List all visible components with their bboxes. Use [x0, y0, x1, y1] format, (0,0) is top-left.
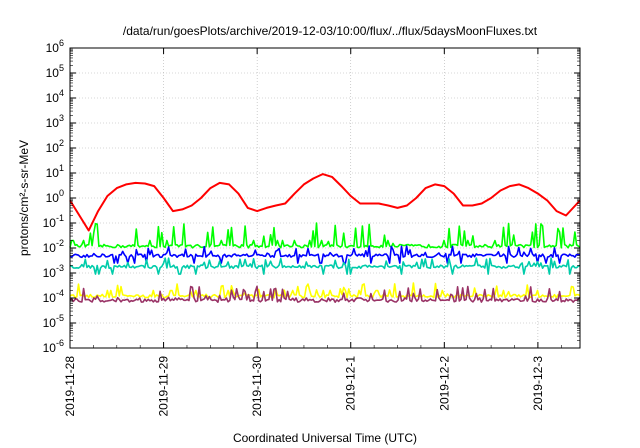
y-tick-label: 102 [46, 138, 64, 155]
series-line-3 [69, 257, 581, 275]
x-tick-label: 2019-11-29 [157, 356, 171, 417]
series-line-4 [69, 282, 581, 299]
series-line-5 [69, 285, 581, 303]
y-tick-label: 10-3 [43, 263, 64, 280]
x-tick-label: 2019-12-2 [437, 356, 451, 411]
y-tick-label: 10-6 [43, 338, 64, 355]
chart-title: /data/run/goesPlots/archive/2019-12-03/1… [123, 24, 538, 38]
y-tick-label: 10-2 [43, 238, 64, 255]
y-tick-label: 105 [46, 63, 64, 80]
x-tick-label: 2019-12-3 [531, 356, 545, 411]
x-axis: 2019-11-28 2019-11-29 2019-11-30 2019-12-1 2… [63, 48, 562, 417]
x-axis-label: Coordinated Universal Time (UTC) [233, 431, 417, 445]
x-tick-label: 2019-11-30 [250, 356, 264, 417]
grid-lines [70, 48, 580, 348]
y-tick-label: 104 [46, 88, 64, 105]
y-tick-label: 10-4 [43, 288, 64, 305]
y-axis-label: protons/cm²-s-sr-MeV [17, 140, 31, 256]
y-tick-label: 106 [46, 38, 64, 55]
y-tick-label: 100 [46, 188, 64, 205]
series-line-0 [69, 173, 581, 232]
x-tick-label: 2019-11-28 [63, 356, 77, 417]
data-series [69, 173, 581, 303]
x-tick-label: 2019-12-1 [344, 356, 358, 411]
y-tick-label: 103 [46, 113, 64, 130]
y-tick-label: 10-5 [43, 313, 64, 330]
series-line-2 [69, 245, 581, 264]
y-tick-label: 10-1 [43, 213, 64, 230]
y-tick-label: 101 [46, 163, 64, 180]
y-axis: 10-6 10-5 10-4 10-3 10-2 10-1 100 101 102 103 104 1… [43, 38, 580, 355]
series-line-1 [69, 222, 581, 249]
